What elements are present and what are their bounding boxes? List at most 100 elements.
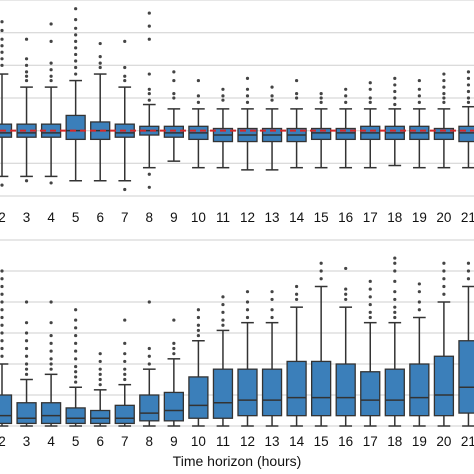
- outlier-point: [0, 277, 4, 281]
- outlier-point: [442, 292, 446, 296]
- box-2: [0, 20, 13, 187]
- outlier-point: [417, 290, 421, 294]
- outlier-point: [344, 87, 348, 91]
- x-tick-label: 9: [170, 434, 178, 449]
- outlier-point: [344, 292, 348, 296]
- outlier-point: [0, 37, 4, 41]
- outlier-point: [74, 333, 78, 338]
- box-21: [458, 70, 474, 169]
- outlier-point: [196, 94, 200, 98]
- outlier-point: [466, 96, 471, 100]
- box-5: [65, 308, 86, 427]
- outlier-point: [24, 300, 29, 304]
- x-tick-label: 9: [170, 210, 178, 225]
- outlier-point: [172, 346, 176, 351]
- outlier-point: [245, 290, 250, 294]
- outlier-point: [442, 277, 446, 281]
- outlier-point: [123, 318, 127, 322]
- outlier-point: [74, 39, 78, 43]
- outlier-point: [270, 98, 274, 102]
- box-iqr: [360, 371, 381, 417]
- outlier-point: [147, 362, 151, 366]
- x-tick-label: 17: [363, 434, 378, 449]
- outlier-point: [123, 74, 127, 78]
- outlier-point: [74, 370, 78, 374]
- outlier-point: [123, 372, 127, 376]
- outlier-point: [98, 367, 102, 371]
- box-iqr: [261, 368, 283, 417]
- x-tick-label: 14: [289, 210, 305, 225]
- box-3: [16, 300, 37, 427]
- x-tick-label: 20: [436, 210, 451, 225]
- outlier-point: [123, 359, 127, 364]
- outlier-point: [344, 266, 348, 271]
- box-10: [188, 78, 209, 169]
- outlier-point: [98, 65, 102, 70]
- outlier-point: [466, 269, 471, 273]
- box-10: [188, 308, 209, 427]
- outlier-point: [295, 284, 299, 289]
- outlier-point: [49, 321, 53, 325]
- outlier-point: [196, 328, 200, 333]
- bottom-panel: [0, 239, 474, 427]
- box-iqr: [0, 394, 13, 425]
- outlier-point: [98, 55, 102, 59]
- outlier-point: [221, 310, 225, 314]
- outlier-point: [74, 349, 78, 353]
- outlier-point: [0, 28, 4, 33]
- box-17: [360, 279, 381, 427]
- outlier-point: [270, 315, 274, 320]
- outlier-point: [74, 357, 78, 361]
- outlier-point: [74, 375, 78, 379]
- box-iqr: [139, 394, 160, 422]
- outlier-point: [393, 83, 397, 87]
- x-tick-label: 17: [363, 210, 378, 225]
- outlier-point: [49, 349, 53, 353]
- outlier-point: [123, 367, 127, 371]
- outlier-point: [270, 94, 274, 98]
- outlier-point: [98, 352, 102, 356]
- outlier-point: [24, 78, 29, 83]
- outlier-point: [74, 65, 78, 70]
- box-iqr: [90, 409, 111, 425]
- box-16: [335, 266, 356, 427]
- outlier-point: [221, 302, 225, 307]
- outlier-point: [344, 100, 348, 104]
- x-tick-label: 10: [191, 210, 206, 225]
- outlier-point: [24, 372, 29, 376]
- outlier-point: [0, 44, 4, 48]
- x-tick-label: 7: [121, 210, 129, 225]
- outlier-point: [344, 287, 348, 291]
- outlier-point: [0, 284, 4, 289]
- box-13: [261, 290, 283, 427]
- x-tick-label: 2: [0, 434, 6, 449]
- outlier-point: [0, 323, 4, 327]
- outlier-point: [74, 341, 78, 345]
- outlier-point: [221, 295, 225, 299]
- outlier-point: [417, 300, 421, 304]
- x-tick-label: 11: [216, 210, 230, 225]
- outlier-point: [0, 346, 4, 351]
- outlier-point: [270, 85, 274, 89]
- outlier-point: [368, 81, 372, 85]
- box-iqr: [40, 402, 62, 425]
- outlier-point: [393, 305, 397, 309]
- outlier-point: [245, 315, 250, 320]
- x-tick-label: 12: [240, 210, 255, 225]
- box-13: [261, 85, 283, 171]
- outlier-point: [49, 181, 53, 185]
- box-iqr: [458, 340, 474, 414]
- box-iqr: [286, 360, 307, 417]
- outlier-point: [393, 261, 397, 265]
- outlier-point: [24, 346, 29, 351]
- x-tick-label: 10: [191, 434, 206, 449]
- outlier-point: [98, 61, 102, 65]
- outlier-point: [0, 20, 4, 24]
- box-iqr: [335, 363, 356, 417]
- outlier-point: [442, 96, 446, 100]
- outlier-point: [147, 92, 151, 96]
- outlier-point: [0, 292, 4, 296]
- outlier-point: [147, 87, 151, 91]
- x-axis-title: Time horizon (hours): [173, 453, 302, 469]
- outlier-point: [74, 26, 78, 30]
